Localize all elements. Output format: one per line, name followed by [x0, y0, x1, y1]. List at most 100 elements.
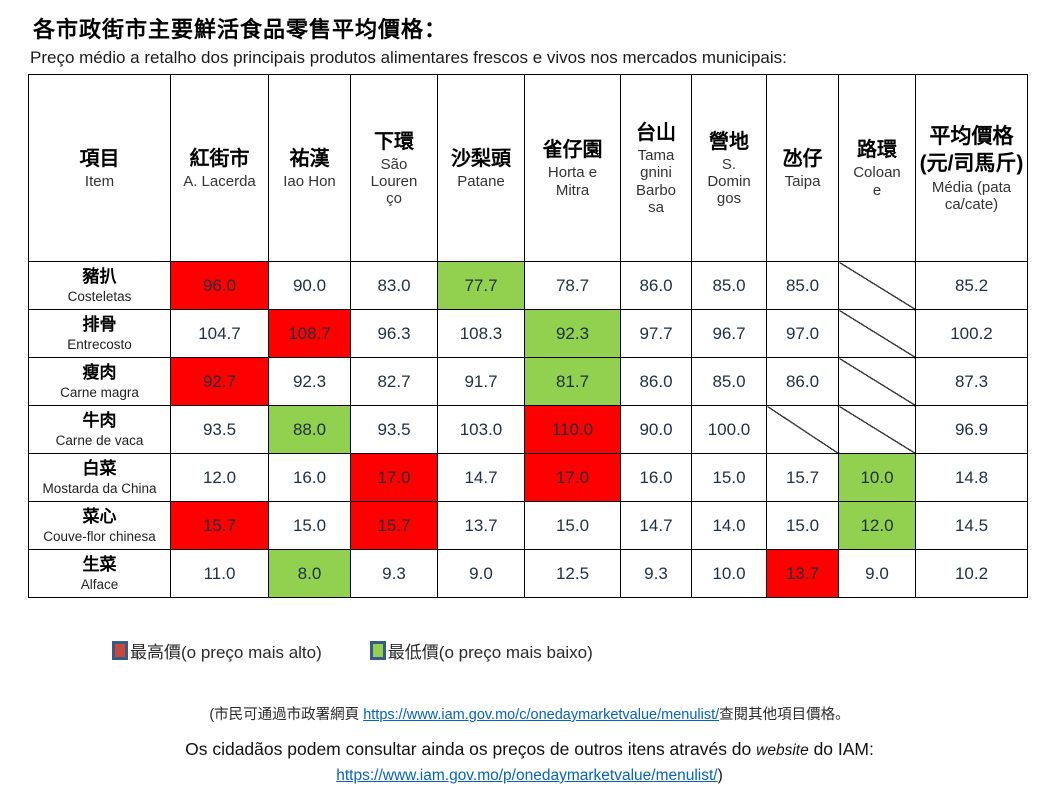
- footnote-pt: Os cidadãos podem consultar ainda os pre…: [28, 739, 1031, 760]
- table-row-3: 牛肉 Carne de vaca 93.5 88.0 93.5 103.0 110.0 90.…: [28, 405, 1028, 454]
- row-label-5: 菜心 Couve-flor chinesa: [28, 501, 171, 550]
- average-header-pt: Média (pataca/cate): [931, 178, 1012, 213]
- price-cell: 14.7: [437, 453, 525, 502]
- row-label-pt: Entrecosto: [67, 337, 132, 353]
- market-header-7: 氹仔 Taipa: [766, 74, 839, 262]
- footnote-pt-after: do IAM:: [808, 739, 874, 759]
- market-header-0-pt: A. Lacerda: [183, 172, 256, 190]
- menulist-link-pt[interactable]: https://www.iam.gov.mo/p/onedaymarketval…: [336, 767, 718, 784]
- market-header-8-zh: 路環: [857, 139, 897, 162]
- price-cell: 78.7: [524, 261, 621, 310]
- row-label-zh: 菜心: [82, 507, 117, 527]
- row-label-zh: 牛肉: [82, 411, 117, 431]
- table-row-4: 白菜 Mostarda da China 12.0 16.0 17.0 14.7 17.0 1…: [28, 453, 1028, 502]
- price-cell: 86.0: [620, 357, 692, 406]
- price-cell: 86.0: [620, 261, 692, 310]
- price-cell: 17.0: [350, 453, 438, 502]
- row-label-zh: 豬扒: [82, 267, 117, 287]
- price-cell: 9.3: [620, 549, 692, 598]
- row-label-pt: Couve-flor chinesa: [43, 529, 156, 545]
- row-label-pt: Alface: [80, 577, 119, 593]
- price-cell: 91.7: [437, 357, 525, 406]
- price-cell-na: [838, 405, 916, 454]
- market-header-2: 下環 São Lourenço: [350, 74, 438, 262]
- footnote-pt-website-word: website: [756, 742, 809, 759]
- average-cell: 96.9: [915, 405, 1028, 454]
- market-header-6: 營地 S. Domingos: [691, 74, 767, 262]
- market-header-2-zh: 下環: [374, 130, 414, 153]
- header-row: 項目 Item 紅街市 A. Lacerda 祐漢 Iao Hon 下環 São Louren…: [28, 74, 1028, 262]
- price-cell: 9.3: [350, 549, 438, 598]
- price-cell: 97.7: [620, 309, 692, 358]
- average-cell: 87.3: [915, 357, 1028, 406]
- price-cell: 16.0: [620, 453, 692, 502]
- row-label-1: 排骨 Entrecosto: [28, 309, 171, 358]
- average-cell: 10.2: [915, 549, 1028, 598]
- price-cell: 15.0: [691, 453, 767, 502]
- footer: (市民可通過市政署網頁 https://www.iam.gov.mo/c/one…: [28, 703, 1031, 785]
- average-header-zh: 平均價格 (元/司馬斤): [919, 124, 1024, 176]
- footnote-link-line: https://www.iam.gov.mo/p/onedaymarketval…: [28, 767, 1031, 785]
- footnote-zh: (市民可通過市政署網頁 https://www.iam.gov.mo/c/one…: [28, 703, 1031, 724]
- market-header-1: 祐漢 Iao Hon: [268, 74, 351, 262]
- price-cell: 96.7: [691, 309, 767, 358]
- row-label-zh: 瘦肉: [82, 363, 117, 383]
- price-cell: 93.5: [170, 405, 269, 454]
- price-cell: 14.7: [620, 501, 692, 550]
- legend: 最高價(o preço mais alto) 最低價(o preço mais …: [112, 638, 1063, 663]
- page-title: 各市政街市主要鮮活食品零售平均價格：: [33, 17, 448, 42]
- footnote-zh-suffix: 查閱其他項目價格。: [719, 707, 850, 723]
- table-row-1: 排骨 Entrecosto 104.7 108.7 96.3 108.3 92.3 97.7 9…: [28, 309, 1028, 358]
- price-cell: 14.0: [691, 501, 767, 550]
- price-cell: 9.0: [838, 549, 916, 598]
- price-cell: 85.0: [691, 357, 767, 406]
- price-cell-na: [838, 357, 916, 406]
- price-cell: 81.7: [524, 357, 621, 406]
- price-cell: 77.7: [437, 261, 525, 310]
- market-header-3-pt: Patane: [457, 172, 505, 190]
- market-header-4: 雀仔園 Horta e Mitra: [524, 74, 621, 262]
- market-header-3: 沙梨頭 Patane: [437, 74, 525, 262]
- price-cell: 90.0: [620, 405, 692, 454]
- price-cell: 15.7: [766, 453, 839, 502]
- highest-price-swatch-icon: [112, 641, 128, 660]
- row-label-pt: Carne de vaca: [55, 433, 144, 449]
- price-cell: 88.0: [268, 405, 351, 454]
- market-header-2-pt: São Lourenço: [370, 155, 418, 208]
- market-header-8: 路環 Coloane: [838, 74, 916, 262]
- market-header-7-pt: Taipa: [784, 172, 821, 190]
- market-header-1-pt: Iao Hon: [283, 172, 336, 190]
- price-cell: 15.7: [350, 501, 438, 550]
- legend-lowest-label: 最低價(o preço mais baixo): [387, 643, 593, 662]
- price-cell: 15.0: [766, 501, 839, 550]
- price-cell: 108.7: [268, 309, 351, 358]
- price-cell: 15.7: [170, 501, 269, 550]
- price-table: 項目 Item 紅街市 A. Lacerda 祐漢 Iao Hon 下環 São Louren…: [28, 74, 1028, 598]
- market-header-5-zh: 台山: [636, 122, 676, 144]
- market-header-7-zh: 氹仔: [782, 147, 823, 170]
- average-header: 平均價格 (元/司馬斤) Média (pataca/cate): [915, 74, 1028, 262]
- price-cell: 96.3: [350, 309, 438, 358]
- price-cell: 85.0: [766, 261, 839, 310]
- price-cell: 17.0: [524, 453, 621, 502]
- market-header-0-zh: 紅街市: [189, 147, 250, 170]
- market-header-6-zh: 營地: [709, 130, 749, 153]
- footnote-pt-before: Os cidadãos podem consultar ainda os pre…: [185, 739, 757, 759]
- row-label-zh: 白菜: [82, 459, 117, 479]
- legend-highest-label: 最高價(o preço mais alto): [130, 643, 322, 662]
- page-subtitle: Preço médio a retalho dos principais pro…: [30, 48, 787, 67]
- average-cell: 14.5: [915, 501, 1028, 550]
- price-cell: 104.7: [170, 309, 269, 358]
- table-row-0: 豬扒 Costeletas 96.0 90.0 83.0 77.7 78.7 86.0 85.0…: [28, 261, 1028, 310]
- price-cell: 92.3: [524, 309, 621, 358]
- price-cell: 85.0: [691, 261, 767, 310]
- market-header-5-pt: Tamagnini Barbosa: [635, 147, 677, 216]
- price-cell: 10.0: [691, 549, 767, 598]
- price-cell: 90.0: [268, 261, 351, 310]
- price-cell: 110.0: [524, 405, 621, 454]
- menulist-link-zh[interactable]: https://www.iam.gov.mo/c/onedaymarketval…: [363, 707, 720, 723]
- price-cell: 100.0: [691, 405, 767, 454]
- market-header-4-pt: Horta e Mitra: [547, 164, 598, 199]
- footnote-zh-prefix: (市民可通過市政署網頁: [209, 707, 364, 723]
